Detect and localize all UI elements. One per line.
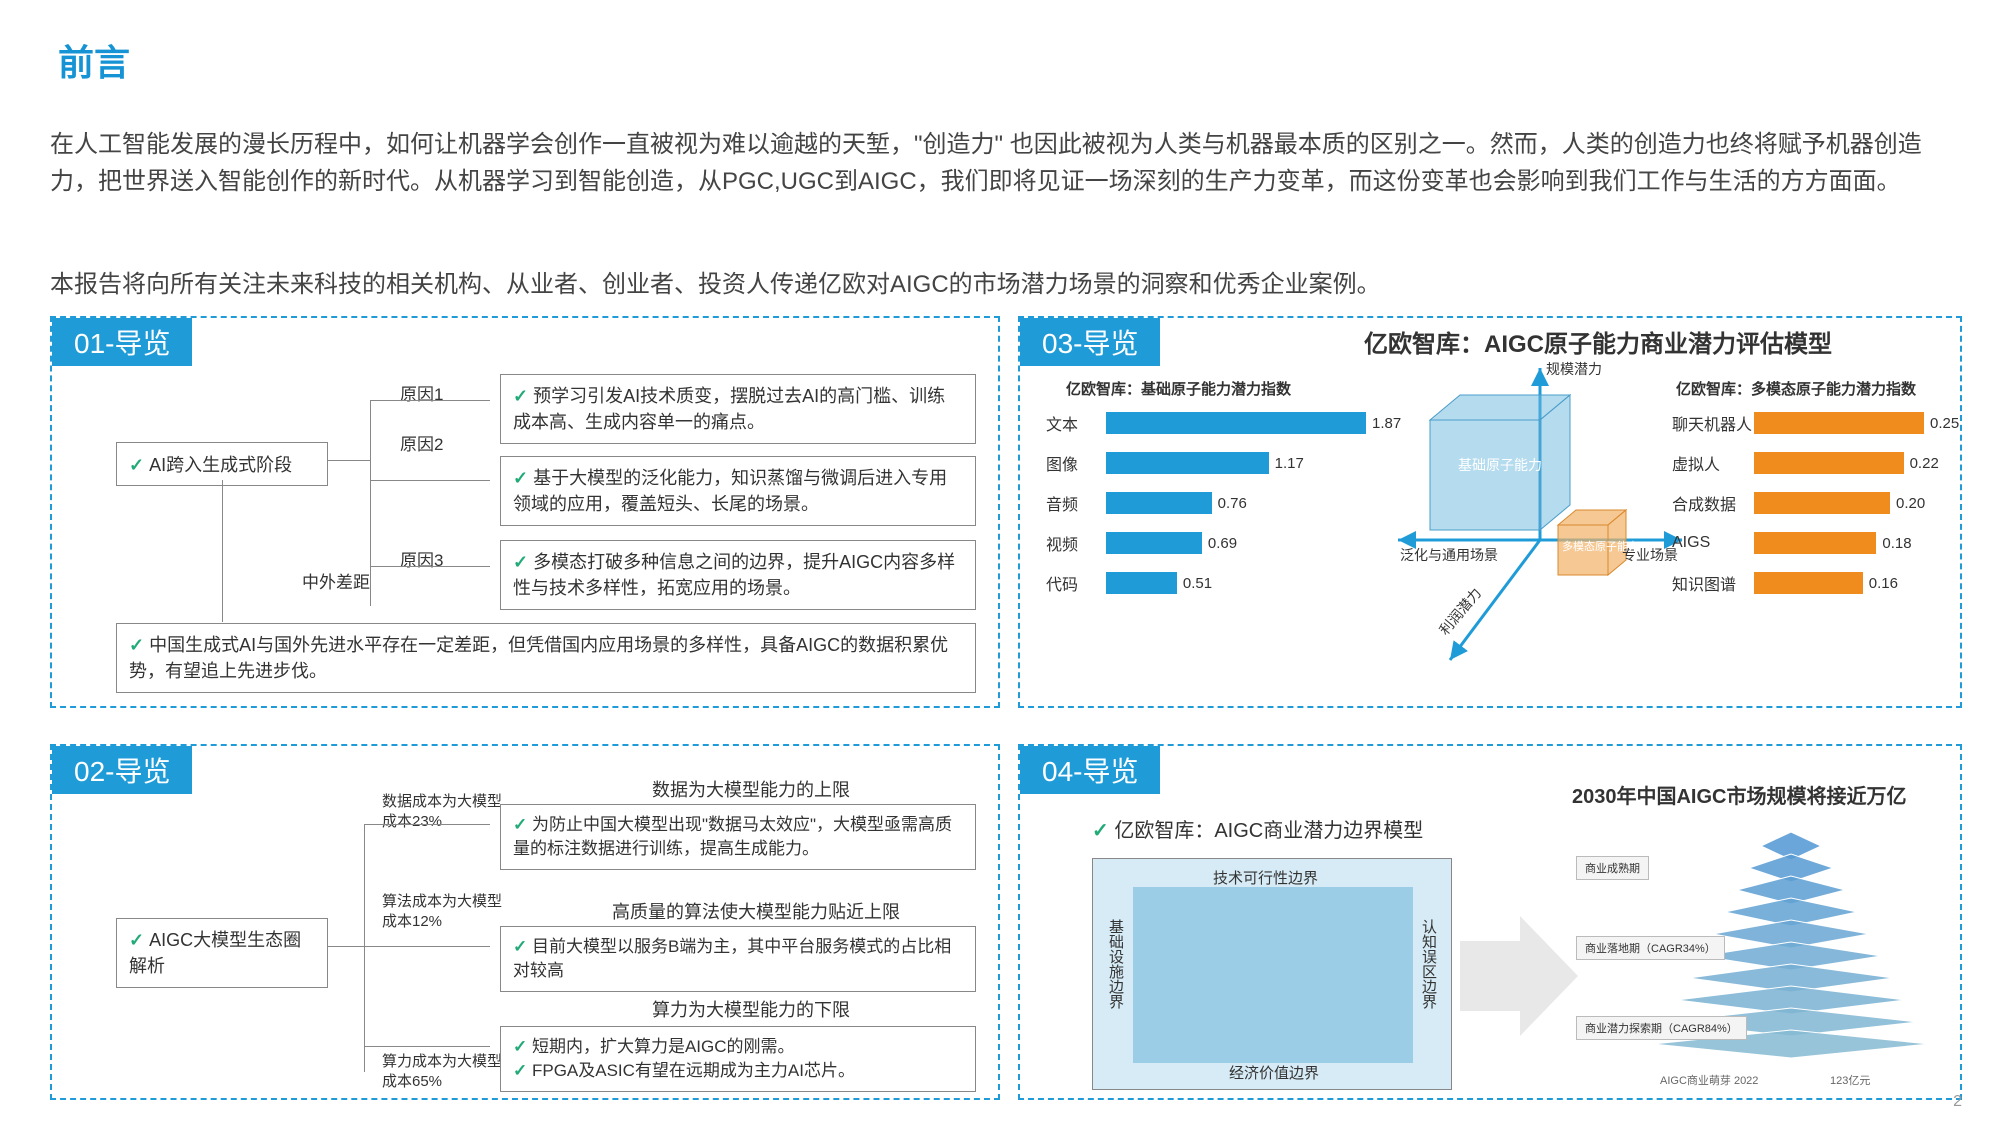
chart1-row: 代码0.51 bbox=[1046, 570, 1212, 596]
p02-hdr-compute: 算力为大模型能力的下限 bbox=[652, 996, 850, 1022]
p01-label-reason1: 原因1 bbox=[400, 380, 443, 405]
p02-lbl-algo-cost: 算法成本为大模型成本12% bbox=[382, 892, 512, 931]
chart1-row: 图像1.17 bbox=[1046, 450, 1304, 476]
intro-paragraph-2: 本报告将向所有关注未来科技的相关机构、从业者、创业者、投资人传递亿欧对AIGC的… bbox=[50, 266, 1950, 303]
p02-box-compute: 短期内，扩大算力是AIGC的刚需。 FPGA及ASIC有望在远期成为主力AI芯片… bbox=[500, 1026, 976, 1092]
p02-hdr-data: 数据为大模型能力的上限 bbox=[652, 776, 850, 802]
p01-box-reason1: 预学习引发AI技术质变，摆脱过去AI的高门槛、训练成本高、生成内容单一的痛点。 bbox=[500, 374, 976, 444]
panel-02: 02-导览 AIGC大模型生态圈解析 数据为大模型能力的上限 高质量的算法使大模… bbox=[50, 744, 1000, 1100]
chart2-row: 合成数据0.20 bbox=[1672, 490, 1925, 516]
mini-l4: AIGC商业萌芽 2022 bbox=[1660, 1072, 1758, 1088]
edge-top: 技术可行性边界 bbox=[1213, 867, 1318, 888]
chart2-title: 亿欧智库：多模态原子能力潜力指数 bbox=[1676, 378, 1916, 399]
p02-box-ecosystem: AIGC大模型生态圈解析 bbox=[116, 918, 328, 988]
chart1-row: 音频0.76 bbox=[1046, 490, 1247, 516]
p02-box-algo: 目前大模型以服务B端为主，其中平台服务模式的占比相对较高 bbox=[500, 926, 976, 992]
panel-04-header: 04-导览 bbox=[1020, 746, 1160, 794]
mini-l5: 123亿元 bbox=[1830, 1072, 1870, 1088]
svg-text:规模潜力: 规模潜力 bbox=[1546, 361, 1602, 377]
edge-right: 认知误区边界 bbox=[1418, 919, 1439, 1009]
p02-lbl-compute-cost: 算力成本为大模型成本65% bbox=[382, 1052, 512, 1091]
chart1-row: 视频0.69 bbox=[1046, 530, 1237, 556]
svg-text:泛化与通用场景: 泛化与通用场景 bbox=[1400, 547, 1498, 563]
edge-left: 基础设施边界 bbox=[1105, 919, 1126, 1009]
panel-03: 03-导览 亿欧智库：AIGC原子能力商业潜力评估模型 亿欧智库：基础原子能力潜… bbox=[1018, 316, 1962, 708]
svg-text:多模态原子能力: 多模态原子能力 bbox=[1562, 539, 1639, 553]
chart1-row: 文本1.87 bbox=[1046, 410, 1401, 436]
mini-l3: 商业潜力探索期（CAGR84%） bbox=[1576, 1016, 1747, 1040]
chart2-row: 虚拟人0.22 bbox=[1672, 450, 1939, 476]
page-number: 2 bbox=[1953, 1093, 1962, 1111]
panel-04: 04-导览 亿欧智库：AIGC商业潜力边界模型 技术可行性边界 经济价值边界 基… bbox=[1018, 744, 1962, 1100]
p01-box-gap: 中国生成式AI与国外先进水平存在一定差距，但凭借国内应用场景的多样性，具备AIG… bbox=[116, 623, 976, 693]
p01-label-reason3: 原因3 bbox=[400, 546, 443, 571]
cube-diagram: 规模潜力 泛化与通用场景 专业场景 利润潜力 基础原子能力 多模态原子能力 bbox=[1390, 360, 1690, 680]
edge-bottom: 经济价值边界 bbox=[1229, 1062, 1319, 1083]
mini-l1: 商业成熟期 bbox=[1576, 856, 1649, 880]
svg-text:利润潜力: 利润潜力 bbox=[1436, 585, 1484, 638]
p01-box-reason2: 基于大模型的泛化能力，知识蒸馏与微调后进入专用领域的应用，覆盖短头、长尾的场景。 bbox=[500, 456, 976, 526]
chart2-row: 知识图谱0.16 bbox=[1672, 570, 1898, 596]
panel-01-header: 01-导览 bbox=[52, 318, 192, 366]
market-title: 2030年中国AIGC市场规模将接近万亿 bbox=[1572, 780, 1907, 809]
mini-l2: 商业落地期（CAGR34%） bbox=[1576, 936, 1725, 960]
panel-03-header: 03-导览 bbox=[1020, 318, 1160, 366]
chart1-title: 亿欧智库：基础原子能力潜力指数 bbox=[1066, 378, 1291, 399]
p02-hdr-algo: 高质量的算法使大模型能力贴近上限 bbox=[612, 898, 900, 924]
page-title: 前言 bbox=[58, 34, 130, 86]
panel-03-title: 亿欧智库：AIGC原子能力商业潜力评估模型 bbox=[1258, 324, 1938, 359]
boundary-model: 技术可行性边界 经济价值边界 基础设施边界 认知误区边界 bbox=[1092, 858, 1452, 1090]
p02-box-compute-b: FPGA及ASIC有望在远期成为主力AI芯片。 bbox=[513, 1059, 963, 1083]
panel-02-header: 02-导览 bbox=[52, 746, 192, 794]
p02-box-data: 为防止中国大模型出现"数据马太效应"，大模型亟需高质量的标注数据进行训练，提高生… bbox=[500, 804, 976, 870]
p01-label-reason2: 原因2 bbox=[400, 430, 443, 455]
intro-paragraph-1: 在人工智能发展的漫长历程中，如何让机器学会创作一直被视为难以逾越的天堑，"创造力… bbox=[50, 126, 1950, 200]
panel-04-sub: 亿欧智库：AIGC商业潜力边界模型 bbox=[1092, 814, 1423, 843]
p01-label-gap: 中外差距 bbox=[302, 568, 370, 593]
p02-box-compute-a: 短期内，扩大算力是AIGC的刚需。 bbox=[513, 1035, 963, 1059]
big-arrow-icon bbox=[1460, 906, 1580, 1046]
chart2-row: AIGS0.18 bbox=[1672, 530, 1912, 556]
chart2-row: 聊天机器人0.25 bbox=[1672, 410, 1959, 436]
p02-lbl-data-cost: 数据成本为大模型成本23% bbox=[382, 792, 512, 831]
svg-text:基础原子能力: 基础原子能力 bbox=[1458, 457, 1542, 473]
panel-01: 01-导览 AI跨入生成式阶段 预学习引发AI技术质变，摆脱过去AI的高门槛、训… bbox=[50, 316, 1000, 708]
p01-box-reason3: 多模态打破多种信息之间的边界，提升AIGC内容多样性与技术多样性，拓宽应用的场景… bbox=[500, 540, 976, 610]
